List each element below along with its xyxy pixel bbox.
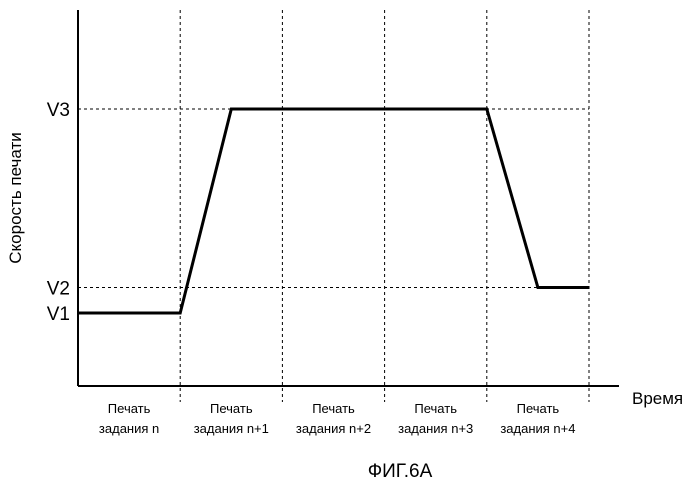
category-label-2-line2: задания n+2 — [296, 421, 371, 436]
y-tick-label-v3: V3 — [47, 100, 70, 121]
category-label-3-line1: Печать — [414, 401, 457, 416]
y-tick-label-v1: V1 — [47, 304, 70, 325]
category-label-0-line2: задания n — [99, 421, 159, 436]
x-axis-title: Время — [632, 389, 683, 408]
category-label-0-line1: Печать — [108, 401, 151, 416]
category-label-3-line2: задания n+3 — [398, 421, 473, 436]
category-label-2-line1: Печать — [312, 401, 355, 416]
category-label-1-line2: задания n+1 — [194, 421, 269, 436]
series-line-0 — [78, 109, 589, 313]
y-axis-title: Скорость печати — [6, 132, 25, 263]
category-label-4-line2: задания n+4 — [500, 421, 575, 436]
y-tick-label-v2: V2 — [47, 279, 70, 300]
category-label-4-line1: Печать — [517, 401, 560, 416]
figure-caption: ФИГ.6А — [368, 461, 433, 482]
category-label-1-line1: Печать — [210, 401, 253, 416]
